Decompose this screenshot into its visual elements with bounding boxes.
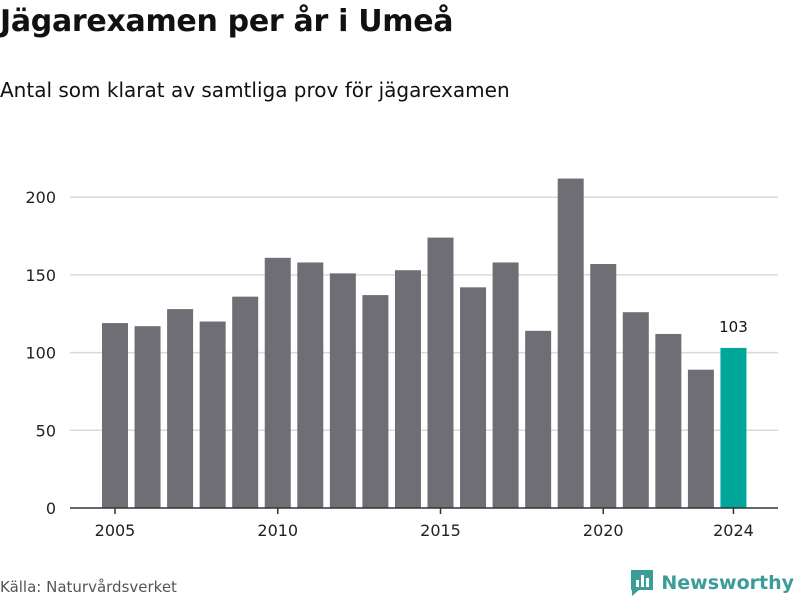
chart-subtitle: Antal som klarat av samtliga prov för jä… <box>0 78 510 102</box>
bar-2013 <box>362 295 389 508</box>
x-tick-label: 2005 <box>95 521 136 540</box>
y-tick-label: 0 <box>46 499 56 518</box>
bar-2014 <box>394 270 421 508</box>
bar-2012 <box>329 273 356 508</box>
bar-2015 <box>427 237 454 508</box>
bar-2006 <box>134 326 161 508</box>
y-tick-label: 150 <box>25 266 56 285</box>
bar-2021 <box>622 312 649 508</box>
chart-title: Jägarexamen per år i Umeå <box>0 4 454 39</box>
bar-2010 <box>264 257 291 508</box>
axes <box>70 507 778 514</box>
y-tick-label: 50 <box>36 421 56 440</box>
bar-chart-logo-icon <box>631 570 654 596</box>
bar-2011 <box>297 262 324 508</box>
x-tick-label: 2015 <box>420 521 461 540</box>
bar-2020 <box>590 264 617 508</box>
brand-name: Newsworthy <box>661 572 794 594</box>
bar-2005 <box>102 323 128 508</box>
bar-2019 <box>557 178 584 509</box>
y-tick-label: 200 <box>25 188 56 207</box>
brand-logo: Newsworthy <box>629 568 794 598</box>
bar-2007 <box>167 309 194 508</box>
bar-2017 <box>492 262 519 508</box>
bar-2016 <box>460 287 487 508</box>
bar-2018 <box>525 330 552 508</box>
bar-2023 <box>687 369 714 508</box>
bar-2022 <box>655 333 682 508</box>
x-tick-label: 2020 <box>583 521 624 540</box>
bar-2024 <box>720 347 747 508</box>
y-tick-label: 100 <box>25 344 56 363</box>
labels: 0 50 100 150 200 103 2005 2010 2015 2020 2024 <box>25 188 753 540</box>
x-tick-label: 2024 <box>713 521 754 540</box>
x-tick-label: 2010 <box>257 521 298 540</box>
bar-2008 <box>199 321 226 508</box>
data-label-2024: 103 <box>719 318 748 336</box>
bars <box>102 178 747 509</box>
bar-2009 <box>232 296 259 508</box>
source-note: Källa: Naturvårdsverket <box>0 578 177 596</box>
